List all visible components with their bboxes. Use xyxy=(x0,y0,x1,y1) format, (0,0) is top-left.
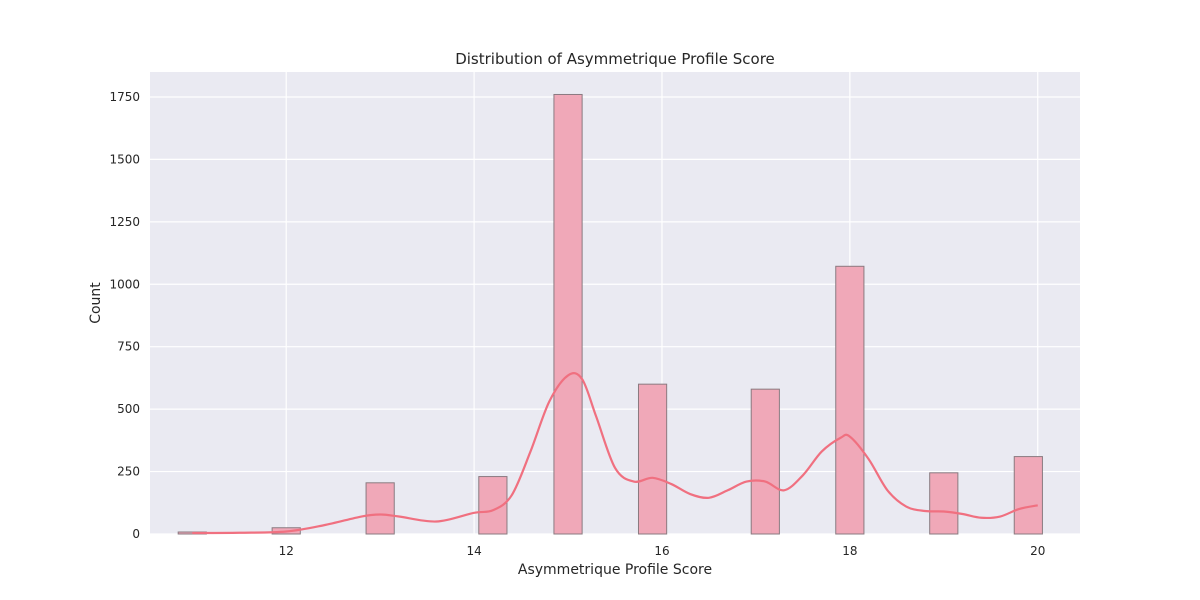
y-tick-label: 1750 xyxy=(109,90,140,104)
y-tick-label: 0 xyxy=(132,527,140,541)
y-tick-label: 1000 xyxy=(109,277,140,291)
kde-curve xyxy=(192,372,1038,535)
y-tick-label: 500 xyxy=(117,402,140,416)
y-axis-label: Count xyxy=(88,282,104,324)
histogram-bar xyxy=(637,383,668,535)
y-ticks: 0 250 500 750 1000 1250 1500 1750 xyxy=(109,90,140,541)
y-tick-label: 1250 xyxy=(109,215,140,229)
grid xyxy=(150,72,1080,535)
x-ticks: 12 14 16 18 20 xyxy=(279,544,1046,558)
x-tick-label: 12 xyxy=(279,544,294,558)
x-tick-label: 20 xyxy=(1030,544,1045,558)
histogram-bar xyxy=(553,93,583,535)
y-tick-label: 250 xyxy=(117,465,140,479)
histogram-bar xyxy=(835,265,865,535)
chart-title: Distribution of Asymmetrique Profile Sco… xyxy=(455,50,775,68)
x-tick-label: 16 xyxy=(654,544,669,558)
histogram-bar xyxy=(1013,456,1043,535)
x-tick-label: 18 xyxy=(842,544,857,558)
plot-area xyxy=(150,72,1080,534)
x-tick-label: 14 xyxy=(466,544,481,558)
histogram-bar xyxy=(365,482,395,535)
bars xyxy=(177,93,1043,535)
x-axis-label: Asymmetrique Profile Score xyxy=(518,562,712,578)
y-tick-label: 750 xyxy=(117,340,140,354)
histogram-bar xyxy=(750,388,780,535)
y-tick-label: 1500 xyxy=(109,152,140,166)
histogram-bar xyxy=(929,472,959,535)
